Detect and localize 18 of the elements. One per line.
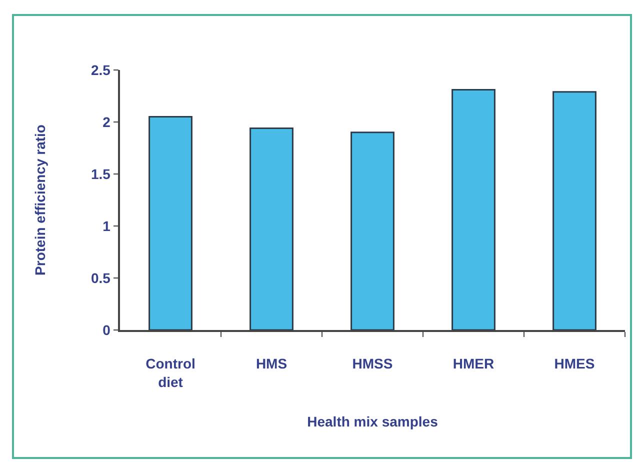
y-tick-label: 2 — [102, 114, 111, 130]
bar — [148, 116, 192, 330]
x-tick-label: HMES — [554, 356, 595, 372]
bar — [452, 89, 496, 330]
y-tick-label: 1 — [102, 218, 111, 234]
bar — [250, 127, 294, 330]
y-axis-title: Protein efficiency ratio — [32, 124, 48, 276]
x-tick-label: HMSS — [352, 356, 393, 372]
bar — [552, 91, 596, 330]
x-tick-label: Control diet — [146, 356, 196, 390]
bar — [350, 132, 394, 330]
x-tick-label: HMS — [256, 356, 288, 372]
y-tick-label: 0 — [102, 322, 111, 338]
x-axis-title: Health mix samples — [307, 414, 438, 430]
y-tick-label: 1.5 — [90, 166, 111, 182]
x-tick-label: HMER — [452, 356, 494, 372]
y-tick-label: 0.5 — [90, 270, 111, 286]
y-tick-label: 2.5 — [90, 62, 111, 78]
